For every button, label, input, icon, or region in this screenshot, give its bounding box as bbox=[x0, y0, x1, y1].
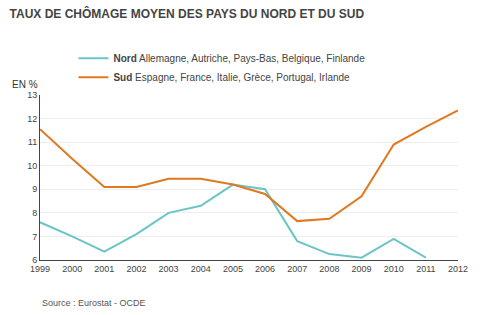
svg-text:10: 10 bbox=[27, 161, 37, 171]
svg-text:Nord Allemagne, Autriche, Pays: Nord Allemagne, Autriche, Pays-Bas, Belg… bbox=[113, 53, 365, 64]
svg-text:2009: 2009 bbox=[352, 264, 372, 274]
svg-text:2010: 2010 bbox=[384, 264, 404, 274]
svg-text:Sud Espagne, France, Italie, G: Sud Espagne, France, Italie, Grèce, Port… bbox=[113, 72, 350, 83]
svg-text:12: 12 bbox=[27, 114, 37, 124]
svg-text:TAUX DE CHÔMAGE MOYEN DES PAYS: TAUX DE CHÔMAGE MOYEN DES PAYS DU NORD E… bbox=[10, 6, 365, 21]
svg-text:2006: 2006 bbox=[255, 264, 275, 274]
svg-text:2000: 2000 bbox=[62, 264, 82, 274]
svg-text:13: 13 bbox=[27, 90, 37, 100]
svg-text:2004: 2004 bbox=[191, 264, 211, 274]
svg-text:6: 6 bbox=[32, 255, 37, 265]
svg-text:2003: 2003 bbox=[159, 264, 179, 274]
svg-text:1999: 1999 bbox=[30, 264, 50, 274]
svg-text:7: 7 bbox=[32, 232, 37, 242]
svg-text:2005: 2005 bbox=[223, 264, 243, 274]
svg-text:Source : Eurostat - OCDE: Source : Eurostat - OCDE bbox=[42, 298, 146, 308]
svg-text:8: 8 bbox=[32, 208, 37, 218]
svg-text:11: 11 bbox=[28, 137, 37, 147]
svg-text:2008: 2008 bbox=[319, 264, 339, 274]
svg-text:2007: 2007 bbox=[287, 264, 307, 274]
svg-text:EN %: EN % bbox=[12, 79, 38, 90]
svg-text:2001: 2001 bbox=[94, 264, 114, 274]
svg-text:9: 9 bbox=[32, 184, 37, 194]
svg-text:2011: 2011 bbox=[416, 264, 435, 274]
svg-text:2002: 2002 bbox=[126, 264, 146, 274]
svg-text:2012: 2012 bbox=[448, 264, 468, 274]
